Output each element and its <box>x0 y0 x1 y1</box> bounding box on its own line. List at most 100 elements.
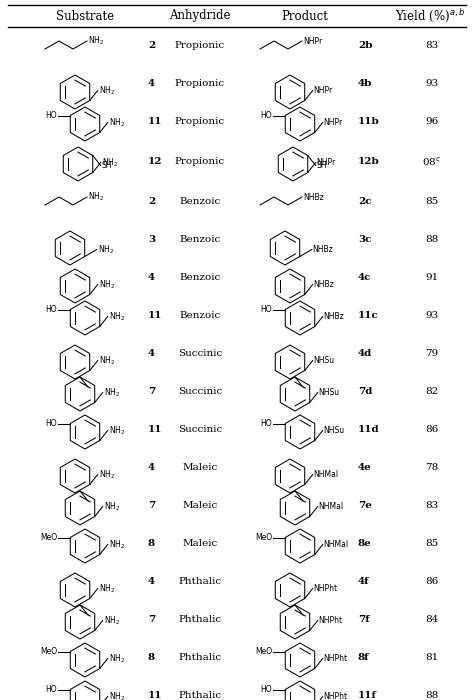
Text: Propionic: Propionic <box>175 158 225 167</box>
Text: NHPht: NHPht <box>324 654 348 663</box>
Text: Propionic: Propionic <box>175 41 225 50</box>
Text: NHPr: NHPr <box>317 158 336 167</box>
Text: MeO: MeO <box>40 647 57 656</box>
Text: Benzoic: Benzoic <box>179 274 220 283</box>
Text: 85: 85 <box>425 540 438 549</box>
Text: HO: HO <box>46 305 57 314</box>
Text: 11: 11 <box>148 692 163 700</box>
Text: NH$_2$: NH$_2$ <box>109 424 125 437</box>
Text: 2b: 2b <box>358 41 373 50</box>
Text: NHBz: NHBz <box>324 312 345 321</box>
Text: NHMal: NHMal <box>319 502 344 511</box>
Text: NH$_2$: NH$_2$ <box>98 244 114 256</box>
Text: NHMal: NHMal <box>324 540 349 549</box>
Text: 4: 4 <box>148 274 155 283</box>
Text: HO: HO <box>46 111 57 120</box>
Text: MeO: MeO <box>255 533 272 542</box>
Text: 93: 93 <box>425 312 438 321</box>
Text: NH$_2$: NH$_2$ <box>104 500 120 512</box>
Text: Phthalic: Phthalic <box>178 692 221 700</box>
Text: 88: 88 <box>425 235 438 244</box>
Text: 79: 79 <box>425 349 438 358</box>
Text: NH$_2$: NH$_2$ <box>99 582 115 595</box>
Text: NH$_2$: NH$_2$ <box>104 386 120 399</box>
Text: NHSu: NHSu <box>319 388 340 397</box>
Text: NH$_2$: NH$_2$ <box>109 310 125 323</box>
Text: Yield (%)$^{a,b}$: Yield (%)$^{a,b}$ <box>395 8 465 25</box>
Text: 11: 11 <box>148 312 163 321</box>
Text: 4b: 4b <box>358 80 373 88</box>
Text: NHSu: NHSu <box>314 356 335 365</box>
Text: NH$_2$: NH$_2$ <box>109 116 125 129</box>
Text: Phthalic: Phthalic <box>178 615 221 624</box>
Text: NH$_2$: NH$_2$ <box>109 538 125 551</box>
Text: Benzoic: Benzoic <box>179 197 220 206</box>
Text: 91: 91 <box>425 274 438 283</box>
Text: SH: SH <box>102 161 112 170</box>
Text: 82: 82 <box>425 388 438 396</box>
Text: SH: SH <box>317 161 327 170</box>
Text: 4: 4 <box>148 463 155 473</box>
Text: NH$_2$: NH$_2$ <box>99 354 115 367</box>
Text: Benzoic: Benzoic <box>179 235 220 244</box>
Text: 2: 2 <box>148 197 155 206</box>
Text: HO: HO <box>46 419 57 428</box>
Text: NH$_2$: NH$_2$ <box>99 278 115 290</box>
Text: Benzoic: Benzoic <box>179 312 220 321</box>
Text: NHPht: NHPht <box>324 692 348 700</box>
Text: 4: 4 <box>148 578 155 587</box>
Text: 7: 7 <box>148 615 155 624</box>
Text: 11b: 11b <box>358 118 380 127</box>
Text: NHSu: NHSu <box>324 426 345 435</box>
Text: 11f: 11f <box>358 692 377 700</box>
Text: NH$_2$: NH$_2$ <box>109 652 125 665</box>
Text: 3c: 3c <box>358 235 371 244</box>
Text: 08$^c$: 08$^c$ <box>422 156 442 168</box>
Text: 7e: 7e <box>358 501 372 510</box>
Text: 85: 85 <box>425 197 438 206</box>
Text: 7f: 7f <box>358 615 370 624</box>
Text: HO: HO <box>261 685 272 694</box>
Text: 11d: 11d <box>358 426 380 435</box>
Text: 96: 96 <box>425 118 438 127</box>
Text: 7: 7 <box>148 501 155 510</box>
Text: HO: HO <box>261 419 272 428</box>
Text: 84: 84 <box>425 615 438 624</box>
Text: 4f: 4f <box>358 578 370 587</box>
Text: NHBz: NHBz <box>303 193 324 202</box>
Text: Phthalic: Phthalic <box>178 654 221 662</box>
Text: NHBz: NHBz <box>313 245 334 254</box>
Text: 7d: 7d <box>358 388 373 396</box>
Text: Product: Product <box>282 10 328 22</box>
Text: NH$_2$: NH$_2$ <box>99 468 115 481</box>
Text: 4: 4 <box>148 80 155 88</box>
Text: MeO: MeO <box>40 533 57 542</box>
Text: HO: HO <box>261 305 272 314</box>
Text: NHPht: NHPht <box>319 616 343 625</box>
Text: NH$_2$: NH$_2$ <box>99 84 115 97</box>
Text: NHBz: NHBz <box>314 280 335 289</box>
Text: 4c: 4c <box>358 274 371 283</box>
Text: 11: 11 <box>148 426 163 435</box>
Text: Maleic: Maleic <box>182 540 218 549</box>
Text: 2: 2 <box>148 41 155 50</box>
Text: Propionic: Propionic <box>175 80 225 88</box>
Text: 2c: 2c <box>358 197 372 206</box>
Text: Succinic: Succinic <box>178 426 222 435</box>
Text: 83: 83 <box>425 41 438 50</box>
Text: 81: 81 <box>425 654 438 662</box>
Text: Maleic: Maleic <box>182 463 218 473</box>
Text: Phthalic: Phthalic <box>178 578 221 587</box>
Text: HO: HO <box>46 685 57 694</box>
Text: 83: 83 <box>425 501 438 510</box>
Text: Substrate: Substrate <box>56 10 114 22</box>
Text: HO: HO <box>261 111 272 120</box>
Text: Succinic: Succinic <box>178 349 222 358</box>
Text: NHPr: NHPr <box>303 36 322 46</box>
Text: 8: 8 <box>148 540 155 549</box>
Text: NHPr: NHPr <box>314 86 333 95</box>
Text: 93: 93 <box>425 80 438 88</box>
Text: Propionic: Propionic <box>175 118 225 127</box>
Text: Anhydride: Anhydride <box>169 10 231 22</box>
Text: 7: 7 <box>148 388 155 396</box>
